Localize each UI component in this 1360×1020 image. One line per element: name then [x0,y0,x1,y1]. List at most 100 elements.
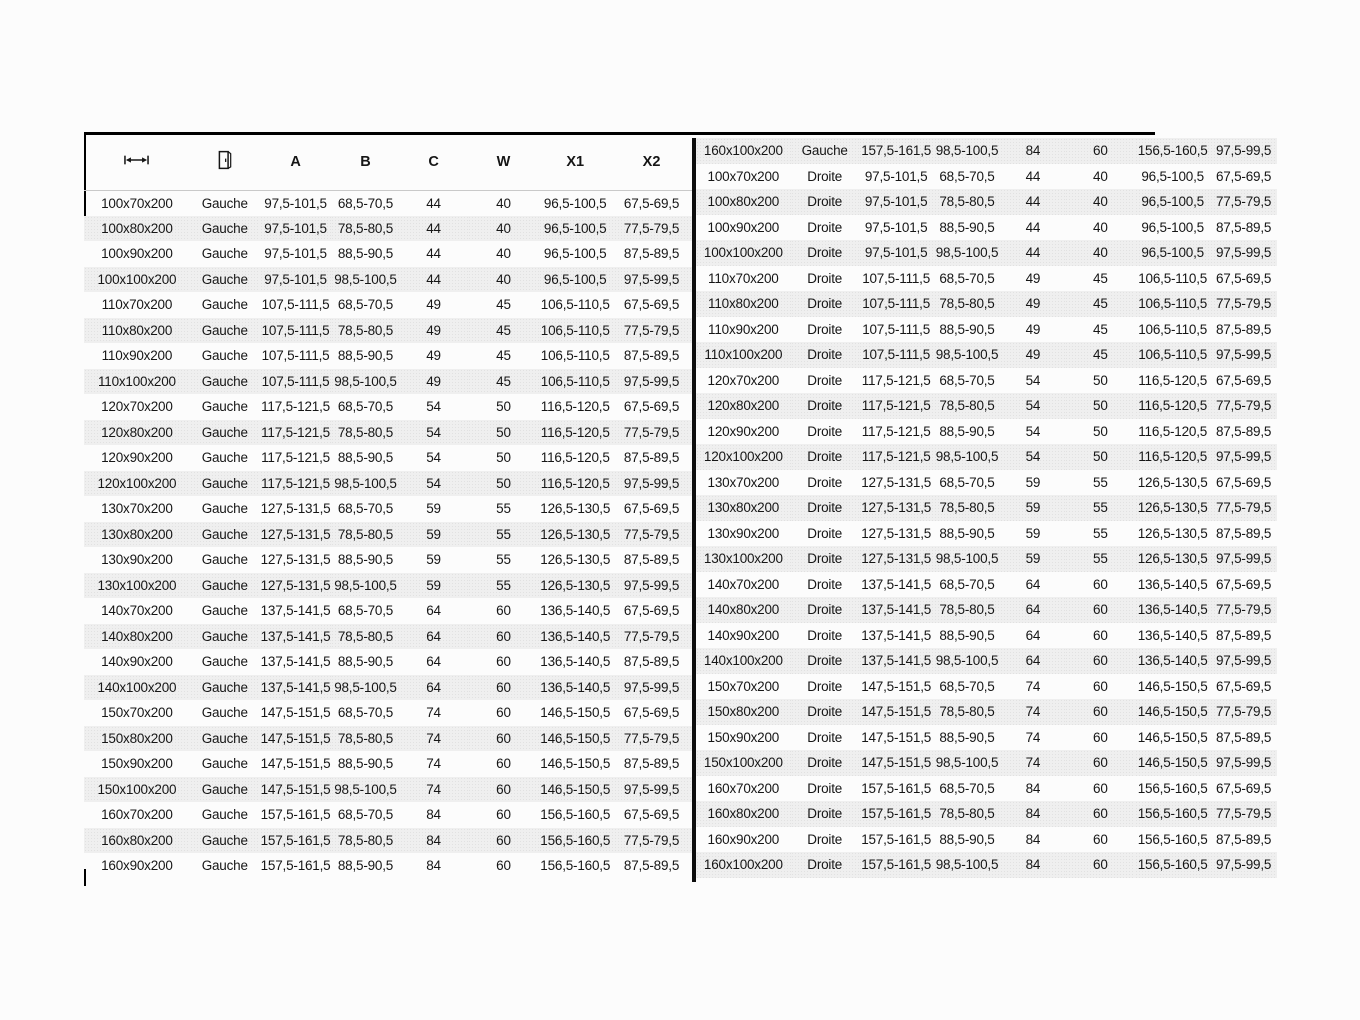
side-cell: Gauche [189,215,260,241]
dim-x2-cell: 67,5-69,5 [623,807,680,823]
table-row: 120x90x200 Droite 117,5-121,5 88,5-90,5 54 50… [696,419,1277,445]
table-row: 130x100x200 Gauche 127,5-131,5 98,5-100,5 59… [84,572,692,598]
dim-b-cell: 68,5-70,5 [939,678,995,694]
dim-a-cell: 137,5-141,5 [861,576,932,592]
dim-x2-cell: 87,5-89,5 [623,858,680,874]
dim-x1-cell: 156,5-160,5 [1137,780,1208,796]
size-cell: 110x70x200 [101,297,173,313]
size-cell: 100x80x200 [84,215,190,241]
dim-x2-cell: 67,5-69,5 [1215,372,1272,388]
dim-b-cell: 68,5-70,5 [337,501,394,517]
size-cell: 130x100x200 [84,572,190,598]
table-row: 160x70x200 Gauche 157,5-161,5 68,5-70,5 84 60… [84,802,692,828]
dim-x2-cell: 97,5-99,5 [611,470,692,496]
dim-w-cell: 50 [496,399,511,415]
dim-a-cell: 97,5-101,5 [264,246,327,262]
dim-x1-cell: 146,5-150,5 [1135,750,1211,776]
dim-x1-cell: 136,5-140,5 [540,603,611,619]
size-cell: 130x90x200 [101,552,173,568]
side-cell: Gauche [201,501,248,517]
dim-w-cell: 45 [467,368,540,394]
size-cell: 120x100x200 [696,444,791,470]
dim-x2-cell: 77,5-79,5 [611,725,692,751]
dim-x1-cell: 156,5-160,5 [1135,852,1211,878]
dim-x1-cell: 116,5-120,5 [539,470,612,496]
size-cell: 150x100x200 [84,776,190,802]
dim-x2-cell: 77,5-79,5 [611,419,692,445]
dim-x1-cell: 126,5-130,5 [1137,474,1208,490]
column-header-x1: X1 [566,154,585,171]
dim-c-cell: 84 [1000,138,1066,164]
dim-a-cell: 127,5-131,5 [858,546,934,572]
size-cell: 150x80x200 [84,725,190,751]
dim-a-cell: 97,5-101,5 [259,215,332,241]
dim-b-cell: 68,5-70,5 [939,780,995,796]
dim-b-cell: 98,5-100,5 [331,776,400,802]
dim-c-cell: 44 [399,215,468,241]
dim-c-cell: 59 [1000,495,1066,521]
table-row: 160x80x200 Droite 157,5-161,5 78,5-80,5 84 60… [696,801,1277,827]
side-cell: Gauche [189,674,260,700]
side-cell: Gauche [189,419,260,445]
dim-b-cell: 78,5-80,5 [331,215,400,241]
dim-c-cell: 54 [1000,444,1066,470]
dim-w-cell: 40 [467,215,540,241]
size-cell: 160x90x200 [707,831,780,847]
size-cell: 100x70x200 [101,195,173,211]
left-table-panel: A B C W X1 X2 100x70x200 Gauche 97,5-101,5… [84,135,692,879]
dim-w-cell: 55 [467,572,540,598]
dim-w-cell: 60 [1093,831,1108,847]
dim-x2-cell: 97,5-99,5 [611,572,692,598]
dim-x1-cell: 106,5-110,5 [539,317,612,343]
side-cell: Droite [790,495,859,521]
dim-x2-cell: 67,5-69,5 [1215,474,1272,490]
dim-x1-cell: 126,5-130,5 [1135,546,1211,572]
dim-w-cell: 60 [1065,138,1136,164]
dim-x1-cell: 126,5-130,5 [539,521,612,547]
dim-a-cell: 117,5-121,5 [861,423,931,439]
dim-a-cell: 137,5-141,5 [259,623,332,649]
column-header-w: W [496,154,511,171]
dim-b-cell: 78,5-80,5 [331,725,400,751]
dim-x2-cell: 77,5-79,5 [1210,801,1277,827]
dim-w-cell: 60 [1093,729,1108,745]
table-row: 130x90x200 Gauche 127,5-131,5 88,5-90,5 59 55… [84,547,692,573]
dim-c-cell: 54 [426,399,441,415]
dim-c-cell: 64 [399,623,468,649]
side-cell: Droite [790,597,859,623]
dim-x2-cell: 97,5-99,5 [611,266,692,292]
table-row: 100x100x200 Droite 97,5-101,5 98,5-100,5 44 4… [696,240,1277,266]
dim-b-cell: 88,5-90,5 [939,219,995,235]
dim-a-cell: 137,5-141,5 [858,648,934,674]
dim-c-cell: 74 [399,776,468,802]
dim-c-cell: 64 [1025,576,1041,592]
table-row: 140x70x200 Gauche 137,5-141,5 68,5-70,5 64 60… [84,598,692,624]
dim-c-cell: 44 [1000,240,1066,266]
dim-c-cell: 54 [1025,372,1041,388]
side-cell: Droite [790,648,859,674]
dim-a-cell: 147,5-151,5 [260,705,331,721]
dim-x2-cell: 67,5-69,5 [1215,168,1272,184]
side-cell: Gauche [189,776,260,802]
size-cell: 130x70x200 [707,474,780,490]
dim-c-cell: 84 [1025,831,1041,847]
side-cell: Gauche [189,470,260,496]
size-cell: 100x90x200 [707,219,780,235]
dim-x2-cell: 67,5-69,5 [1215,678,1272,694]
dim-x1-cell: 96,5-100,5 [1135,240,1211,266]
dim-x1-cell: 146,5-150,5 [540,756,611,772]
dim-a-cell: 147,5-151,5 [259,725,332,751]
dim-a-cell: 107,5-111,5 [858,342,934,368]
dim-c-cell: 74 [1000,750,1066,776]
table-row: 150x100x200 Droite 147,5-151,5 98,5-100,5 74… [696,750,1277,776]
dim-x1-cell: 156,5-160,5 [1137,831,1208,847]
dim-x2-cell: 87,5-89,5 [1215,627,1272,643]
dim-b-cell: 98,5-100,5 [933,240,1001,266]
size-cell: 110x80x200 [696,291,791,317]
dim-a-cell: 107,5-111,5 [259,368,332,394]
dim-x1-cell: 96,5-100,5 [1135,189,1211,215]
dim-x1-cell: 106,5-110,5 [540,297,610,313]
dim-x2-cell: 87,5-89,5 [623,348,680,364]
side-cell: Droite [807,729,843,745]
dim-c-cell: 54 [399,419,468,445]
